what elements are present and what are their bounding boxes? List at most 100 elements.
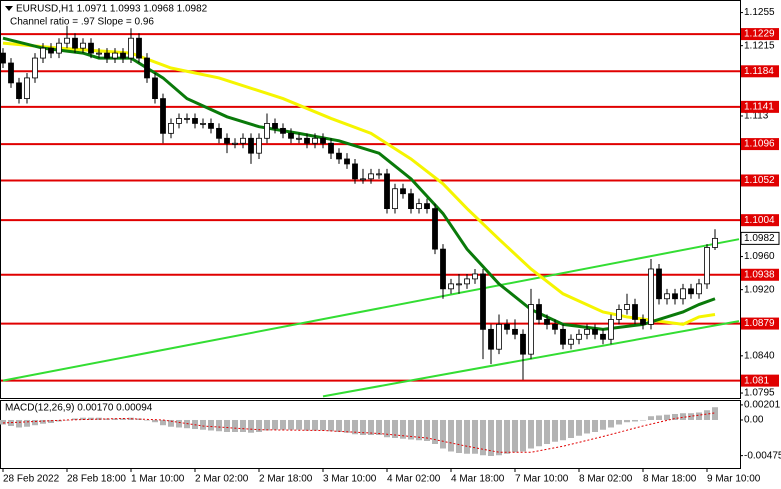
macd-bar (296, 419, 302, 430)
y-tick-label: 1.1215 (744, 40, 775, 51)
candle-body (416, 203, 422, 209)
candle-body (352, 163, 358, 180)
candle-body (296, 137, 302, 140)
level-label: 1.1229 (744, 29, 775, 40)
macd-frame (0, 400, 741, 469)
level-label: 1.0879 (744, 318, 775, 329)
candle-body (664, 293, 670, 300)
macd-bar (608, 419, 614, 428)
x-tick-label: 28 Feb 18:00 (67, 474, 126, 485)
macd-bar (464, 419, 470, 454)
level-label-box (741, 174, 779, 187)
x-tick-label: 2 Mar 02:00 (195, 474, 249, 485)
candle-body (568, 338, 574, 345)
macd-bar (144, 419, 150, 421)
macd-bar (320, 419, 326, 431)
x-tick-label: 4 Mar 02:00 (387, 474, 441, 485)
x-tick-label: 9 Mar 10:00 (707, 474, 761, 485)
x-tick-label: 8 Mar 02:00 (579, 474, 633, 485)
level-label-box (741, 374, 779, 387)
macd-bar (432, 419, 438, 444)
macd-signal (2, 412, 716, 453)
candle-body (320, 137, 326, 144)
x-tick-label: 2 Mar 18:00 (259, 474, 313, 485)
candle-body (544, 319, 550, 325)
candle-body (392, 188, 398, 209)
macd-bar (280, 419, 286, 430)
y-tick-label: 1.0795 (744, 388, 775, 399)
candle-body (112, 52, 118, 59)
macd-bar (544, 419, 550, 444)
macd-bar (576, 419, 582, 436)
macd-bar (184, 419, 190, 429)
macd-bar (528, 419, 534, 449)
candle-body (56, 42, 62, 54)
macd-bar (504, 419, 510, 454)
current-price-box (740, 231, 780, 245)
candle-body (672, 293, 678, 300)
candle-body (440, 248, 446, 290)
macd-bar (168, 419, 174, 427)
level-label-box (741, 268, 779, 281)
macd-tick-label: 0.00 (744, 415, 764, 426)
macd-bar (600, 419, 606, 430)
macd-bar (408, 419, 414, 440)
candle-body (128, 37, 134, 59)
chart-title: EURUSD,H1 1.0971 1.0993 1.0968 1.0982 (16, 4, 208, 15)
candle-body (280, 127, 286, 134)
candle-body (472, 273, 478, 280)
macd-bar (120, 418, 126, 420)
candle-body (464, 278, 470, 285)
macd-bar (640, 419, 646, 421)
candle-body (616, 309, 622, 320)
candle-body (192, 118, 198, 124)
candle-body (16, 82, 22, 99)
macd-bar (480, 419, 486, 456)
candle-body (368, 173, 374, 180)
macd-bar (376, 419, 382, 435)
candle-body (0, 52, 6, 64)
candle-body (168, 123, 174, 134)
candle-body (160, 98, 166, 134)
candle-body (32, 57, 38, 79)
candle-body (96, 52, 102, 55)
candle-body (144, 57, 150, 79)
macd-bar (112, 418, 118, 420)
macd-bar (392, 419, 398, 438)
candle-body (104, 52, 110, 59)
macd-bar (536, 419, 542, 447)
candle-body (560, 328, 566, 345)
x-tick-label: 3 Mar 10:00 (323, 474, 377, 485)
moving-average (2, 36, 716, 331)
candle-body (480, 273, 486, 330)
macd-bar (224, 419, 230, 432)
candle-body (248, 137, 254, 154)
candle-body (624, 304, 630, 310)
candle-body (496, 323, 502, 350)
macd-bar (368, 419, 374, 435)
x-tick-label: 28 Feb 2022 (3, 474, 60, 485)
macd-bar (8, 419, 14, 426)
macd-bar (496, 419, 502, 456)
macd-bar (520, 419, 526, 452)
level-label-box (741, 317, 779, 330)
macd-bar (272, 419, 278, 430)
macd-bar (648, 416, 654, 420)
macd-bar (176, 419, 182, 428)
candle-body (40, 47, 46, 59)
macd-bar (672, 413, 678, 420)
candle-body (24, 77, 30, 99)
candle-body (520, 333, 526, 355)
candle-body (136, 37, 142, 59)
candle-body (208, 123, 214, 129)
x-tick-label: 4 Mar 18:00 (451, 474, 505, 485)
y-tick-label: 1.1255 (744, 7, 775, 18)
macd-bar (32, 419, 38, 426)
macd-bar (416, 419, 422, 441)
level-label: 1.0938 (744, 269, 775, 280)
candle-body (328, 142, 334, 154)
y-tick-label: 1.0960 (744, 251, 775, 262)
level-label-box (741, 28, 779, 41)
macd-bar (584, 419, 590, 434)
macd-bar (624, 419, 630, 423)
